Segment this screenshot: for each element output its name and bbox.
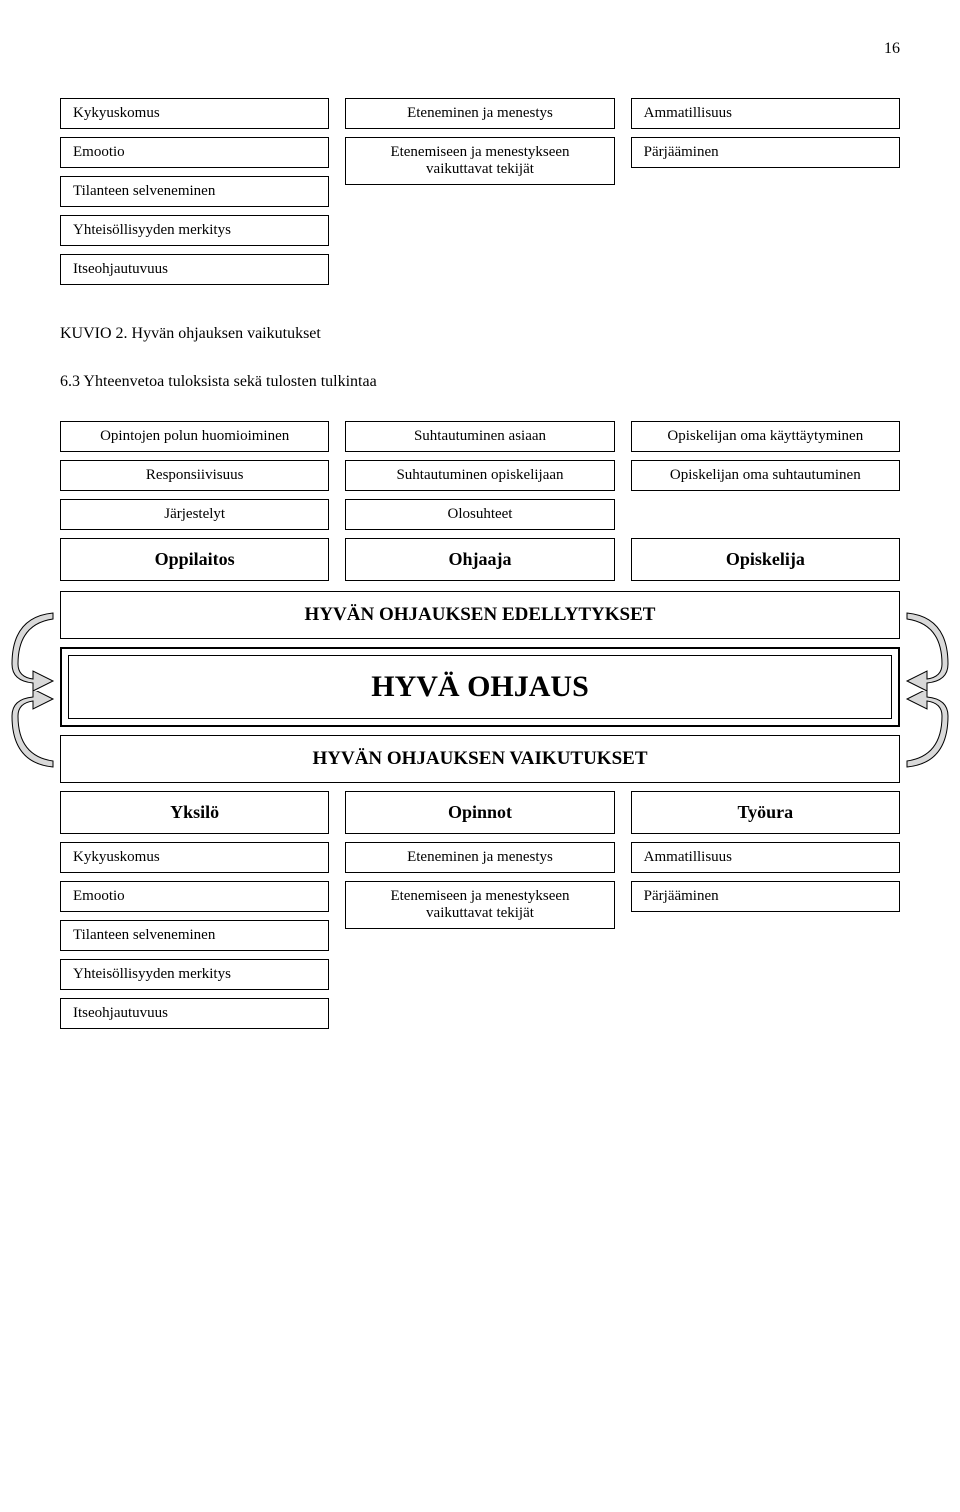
eff-c1-0: Kykyuskomus (60, 842, 329, 873)
top-c1-2: Tilanteen selveneminen (60, 176, 329, 207)
eff-c1-2: Tilanteen selveneminen (60, 920, 329, 951)
curved-arrow-right-down-icon (892, 691, 952, 771)
eff-row-1: Kykyuskomus Eteneminen ja menestys Ammat… (60, 842, 900, 873)
prereq-c2-2: Olosuhteet (345, 499, 614, 530)
eff-c3-0: Ammatillisuus (631, 842, 900, 873)
hdr-oppilaitos: Oppilaitos (60, 538, 329, 581)
section-heading: 6.3 Yhteenvetoa tuloksista sekä tulosten… (60, 373, 900, 391)
eff-c2-0: Eteneminen ja menestys (345, 842, 614, 873)
eff-row-3: Yhteisöllisyyden merkitys (60, 959, 900, 990)
hdr-ohjaaja: Ohjaaja (345, 538, 614, 581)
top-row-3: Yhteisöllisyyden merkitys (60, 215, 900, 246)
banner-main: HYVÄ OHJAUS (68, 655, 892, 719)
flow-section: HYVÄN OHJAUKSEN EDELLYTYKSET HYVÄ OHJAUS… (60, 591, 900, 783)
banner-prereq: HYVÄN OHJAUKSEN EDELLYTYKSET (60, 591, 900, 639)
eff-c1-1: Emootio (60, 881, 329, 912)
prereq-c3-1: Opiskelijan oma suhtautuminen (631, 460, 900, 491)
top-c3-1: Pärjääminen (631, 137, 900, 168)
prereq-c1-2: Järjestelyt (60, 499, 329, 530)
top-c3-0: Ammatillisuus (631, 98, 900, 129)
prereq-c2-0: Suhtautuminen asiaan (345, 421, 614, 452)
top-c2-0: Eteneminen ja menestys (345, 98, 614, 129)
hdr-opiskelija: Opiskelija (631, 538, 900, 581)
page-number: 16 (60, 40, 900, 58)
curved-arrow-left-up-icon (8, 611, 68, 691)
prereq-c1-1: Responsiivisuus (60, 460, 329, 491)
top-c1-0: Kykyuskomus (60, 98, 329, 129)
prereq-headers: Oppilaitos Ohjaaja Opiskelija (60, 538, 900, 581)
top-row-2: Emootio Tilanteen selveneminen Etenemise… (60, 137, 900, 207)
hdr-opinnot: Opinnot (345, 791, 614, 834)
effects-headers: Yksilö Opinnot Työura (60, 791, 900, 834)
eff-row-4: Itseohjautuvuus (60, 998, 900, 1029)
prereq-c1-0: Opintojen polun huomioiminen (60, 421, 329, 452)
hdr-tyoura: Työura (631, 791, 900, 834)
eff-c2-1: Etenemiseen ja menestykseen vaikuttavat … (345, 881, 614, 929)
hdr-yksilo: Yksilö (60, 791, 329, 834)
eff-row-2: Emootio Tilanteen selveneminen Etenemise… (60, 881, 900, 951)
prereq-c3-0: Opiskelijan oma käyttäytyminen (631, 421, 900, 452)
top-c1-3: Yhteisöllisyyden merkitys (60, 215, 329, 246)
banner-main-outer: HYVÄ OHJAUS (60, 647, 900, 727)
top-c2-1: Etenemiseen ja menestykseen vaikuttavat … (345, 137, 614, 185)
eff-c1-3: Yhteisöllisyyden merkitys (60, 959, 329, 990)
eff-c3-1: Pärjääminen (631, 881, 900, 912)
eff-c1-4: Itseohjautuvuus (60, 998, 329, 1029)
banner-effects: HYVÄN OHJAUKSEN VAIKUTUKSET (60, 735, 900, 783)
curved-arrow-right-up-icon (892, 611, 952, 691)
top-c1-4: Itseohjautuvuus (60, 254, 329, 285)
prereq-c2-1: Suhtautuminen opiskelijaan (345, 460, 614, 491)
prereq-row: Opintojen polun huomioiminen Responsiivi… (60, 421, 900, 530)
top-row-4: Itseohjautuvuus (60, 254, 900, 285)
top-c1-1: Emootio (60, 137, 329, 168)
figure-caption: KUVIO 2. Hyvän ohjauksen vaikutukset (60, 325, 900, 343)
curved-arrow-left-down-icon (8, 691, 68, 771)
top-row-1: Kykyuskomus Eteneminen ja menestys Ammat… (60, 98, 900, 129)
